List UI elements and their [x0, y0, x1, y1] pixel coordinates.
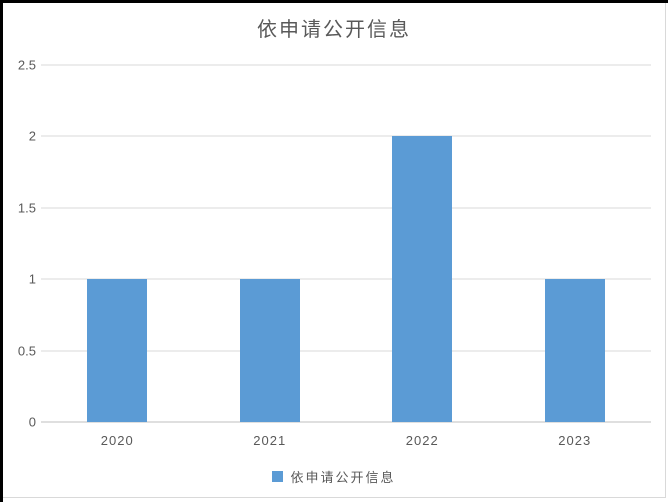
- gridline: [41, 64, 651, 66]
- legend-marker-icon: [272, 471, 284, 482]
- x-tick-label: 2021: [253, 433, 287, 448]
- x-tick-label: 2022: [405, 433, 439, 448]
- gridline: [41, 350, 651, 352]
- y-axis: 0 0.5 1 1.5 2 2.5: [3, 58, 36, 430]
- y-tick-label: 1.5: [17, 200, 36, 216]
- x-axis-line: [41, 421, 651, 423]
- y-tick-label: 0: [28, 414, 36, 430]
- y-tick-label: 2: [28, 128, 36, 144]
- gridline: [41, 207, 651, 209]
- plot-area: [41, 64, 651, 423]
- bar-2022: [392, 136, 453, 422]
- chart-title: 依申请公开信息: [257, 19, 411, 41]
- legend-label: 依申请公开信息: [290, 470, 396, 485]
- x-axis: 2020 2021 2022 2023: [41, 429, 651, 449]
- bar-2020: [87, 279, 148, 422]
- bar-2021: [239, 279, 300, 422]
- y-tick-label: 1: [28, 271, 36, 287]
- x-tick-label: 2023: [558, 433, 592, 448]
- bar-2023: [544, 279, 605, 422]
- gridline: [41, 135, 651, 137]
- x-tick-label: 2020: [100, 433, 134, 448]
- gridline: [41, 278, 651, 280]
- y-tick-label: 0.5: [17, 343, 36, 359]
- chart-surface: 依申请公开信息 0 0.5 1 1.5 2 2.5 2020 2021 2022 2023 依申…: [3, 3, 666, 498]
- y-tick-label: 2.5: [17, 57, 36, 73]
- legend: 依申请公开信息: [3, 467, 665, 486]
